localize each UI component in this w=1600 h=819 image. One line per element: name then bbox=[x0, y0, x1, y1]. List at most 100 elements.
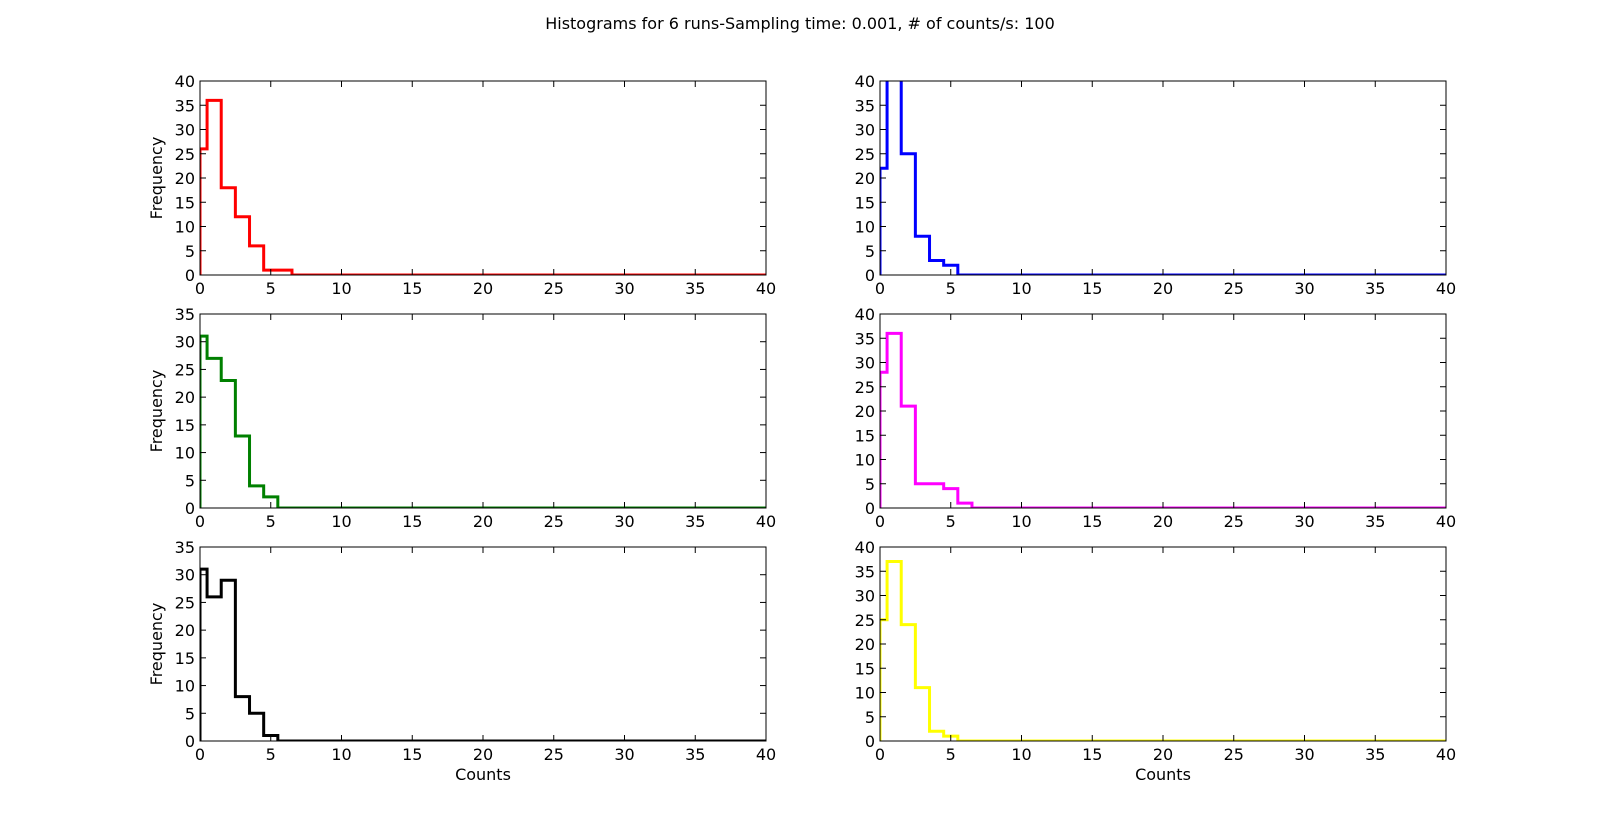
y-tick-label: 15 bbox=[175, 193, 195, 212]
x-tick-label: 25 bbox=[544, 279, 564, 298]
x-tick-label: 15 bbox=[1082, 279, 1102, 298]
y-tick-label: 10 bbox=[855, 684, 875, 703]
x-tick-label: 30 bbox=[1294, 279, 1314, 298]
y-tick-label: 20 bbox=[175, 388, 195, 407]
x-tick-label: 25 bbox=[1224, 279, 1244, 298]
figure-suptitle: Histograms for 6 runs-Sampling time: 0.0… bbox=[545, 14, 1055, 33]
x-tick-label: 10 bbox=[331, 279, 351, 298]
subplot-5: 0 5 10 15 20 25 30 35 40 0 5 10 15 20 25 30 35 Frequency C… bbox=[147, 538, 776, 784]
y-tick-label: 10 bbox=[175, 444, 195, 463]
y-tick-label: 5 bbox=[185, 242, 195, 261]
y-tick-label: 10 bbox=[175, 677, 195, 696]
y-tick-label: 25 bbox=[855, 611, 875, 630]
y-tick-label: 30 bbox=[855, 587, 875, 606]
x-tick-label: 5 bbox=[266, 279, 276, 298]
histogram-series-3 bbox=[200, 334, 766, 508]
y-tick-label: 20 bbox=[175, 169, 195, 188]
x-tick-label: 35 bbox=[685, 279, 705, 298]
x-tick-label: 20 bbox=[473, 512, 493, 531]
x-axis-label: Counts bbox=[1135, 765, 1191, 784]
x-tick-label: 5 bbox=[946, 512, 956, 531]
x-tick-label: 35 bbox=[685, 745, 705, 764]
y-tick-label: 35 bbox=[175, 96, 195, 115]
y-tick-label: 40 bbox=[855, 538, 875, 557]
x-tick-label: 30 bbox=[614, 279, 634, 298]
y-tick-label: 35 bbox=[175, 305, 195, 324]
y-tick-label: 0 bbox=[185, 732, 195, 751]
x-tick-label: 10 bbox=[1011, 745, 1031, 764]
y-tick-label: 15 bbox=[855, 659, 875, 678]
y-tick-label: 30 bbox=[175, 121, 195, 140]
x-tick-label: 10 bbox=[331, 745, 351, 764]
y-tick-label: 25 bbox=[175, 360, 195, 379]
y-tick-label: 40 bbox=[855, 72, 875, 91]
x-tick-label: 10 bbox=[331, 512, 351, 531]
x-axis-label: Counts bbox=[455, 765, 511, 784]
x-tick-label: 0 bbox=[195, 512, 205, 531]
y-tick-label: 40 bbox=[855, 305, 875, 324]
x-tick-label: 25 bbox=[1224, 512, 1244, 531]
x-tick-label: 30 bbox=[1294, 512, 1314, 531]
x-tick-label: 20 bbox=[473, 279, 493, 298]
x-tick-label: 40 bbox=[756, 745, 776, 764]
y-tick-label: 35 bbox=[855, 562, 875, 581]
x-tick-label: 25 bbox=[544, 745, 564, 764]
x-tick-label: 10 bbox=[1011, 279, 1031, 298]
x-tick-label: 35 bbox=[685, 512, 705, 531]
x-tick-label: 25 bbox=[544, 512, 564, 531]
y-tick-label: 25 bbox=[175, 593, 195, 612]
y-tick-label: 20 bbox=[855, 402, 875, 421]
x-tick-label: 20 bbox=[1153, 512, 1173, 531]
x-tick-label: 25 bbox=[1224, 745, 1244, 764]
x-tick-label: 10 bbox=[1011, 512, 1031, 531]
histogram-series-5 bbox=[200, 567, 766, 741]
x-tick-label: 20 bbox=[473, 745, 493, 764]
y-tick-label: 0 bbox=[865, 732, 875, 751]
y-tick-label: 10 bbox=[855, 451, 875, 470]
y-tick-label: 10 bbox=[855, 218, 875, 237]
y-tick-label: 15 bbox=[175, 649, 195, 668]
x-tick-label: 40 bbox=[1436, 512, 1456, 531]
y-tick-label: 30 bbox=[175, 333, 195, 352]
subplot-3: 0 5 10 15 20 25 30 35 40 0 5 10 15 20 25 30 35 Frequency bbox=[147, 305, 776, 531]
x-tick-label: 5 bbox=[266, 512, 276, 531]
y-tick-label: 15 bbox=[855, 426, 875, 445]
y-tick-label: 15 bbox=[175, 416, 195, 435]
y-tick-label: 35 bbox=[855, 329, 875, 348]
y-tick-label: 5 bbox=[185, 471, 195, 490]
x-tick-label: 5 bbox=[946, 279, 956, 298]
y-tick-label: 0 bbox=[865, 499, 875, 518]
x-tick-label: 15 bbox=[1082, 745, 1102, 764]
subplots-container: 0 5 10 15 20 25 30 35 400510152025303540Frequenc… bbox=[147, 72, 1457, 784]
x-tick-label: 0 bbox=[875, 745, 885, 764]
x-tick-label: 40 bbox=[1436, 745, 1456, 764]
y-tick-label: 5 bbox=[865, 475, 875, 494]
x-tick-label: 40 bbox=[1436, 279, 1456, 298]
x-tick-label: 15 bbox=[402, 512, 422, 531]
y-tick-label: 5 bbox=[865, 708, 875, 727]
y-axis-label: Frequency bbox=[147, 603, 166, 686]
x-tick-label: 5 bbox=[266, 745, 276, 764]
y-tick-label: 20 bbox=[855, 635, 875, 654]
x-tick-label: 0 bbox=[875, 279, 885, 298]
y-tick-label: 0 bbox=[185, 266, 195, 285]
y-axis-label: Frequency bbox=[147, 137, 166, 220]
x-tick-label: 0 bbox=[875, 512, 885, 531]
y-tick-label: 40 bbox=[175, 72, 195, 91]
y-axis-label: Frequency bbox=[147, 370, 166, 453]
y-tick-label: 15 bbox=[855, 193, 875, 212]
x-tick-label: 30 bbox=[614, 512, 634, 531]
y-tick-label: 10 bbox=[175, 218, 195, 237]
y-tick-label: 0 bbox=[185, 499, 195, 518]
x-tick-label: 35 bbox=[1365, 279, 1385, 298]
x-tick-label: 20 bbox=[1153, 279, 1173, 298]
x-tick-label: 0 bbox=[195, 745, 205, 764]
histogram-series-1 bbox=[200, 98, 766, 275]
y-tick-label: 0 bbox=[865, 266, 875, 285]
histogram-series-6 bbox=[880, 560, 1446, 741]
y-tick-label: 20 bbox=[855, 169, 875, 188]
